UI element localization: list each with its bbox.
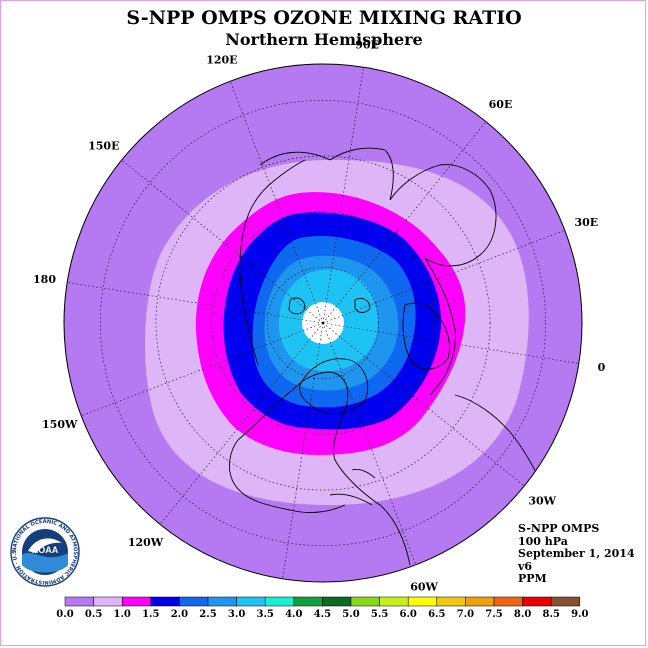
latitude-circle <box>266 266 379 379</box>
longitude-label: 60E <box>489 98 513 111</box>
longitude-label: 90E <box>355 39 379 52</box>
meridian-line <box>322 229 565 324</box>
meridian-line <box>81 322 324 417</box>
latitude-circle <box>155 155 491 491</box>
noaa-logo-text: NOAA <box>32 545 59 555</box>
chart-title: S-NPP OMPS OZONE MIXING RATIO <box>126 7 522 29</box>
longitude-label: 30W <box>528 495 556 508</box>
graticule <box>67 67 579 579</box>
latitude-circle <box>211 211 435 435</box>
info-pressure: 100 hPa <box>518 534 568 548</box>
longitude-label: 90W <box>265 596 293 609</box>
meridian-line <box>322 67 364 324</box>
longitude-label: 150W <box>42 418 78 431</box>
info-block: S-NPP OMPS 100 hPa September 1, 2014 v6 … <box>518 522 635 586</box>
meridian-line <box>229 81 324 324</box>
longitude-label: 150E <box>88 140 119 153</box>
coastlines <box>228 147 546 566</box>
longitude-label: 120E <box>206 54 237 67</box>
meridian-line <box>322 322 579 364</box>
info-units: PPM <box>518 572 547 585</box>
info-version: v6 <box>518 559 533 573</box>
longitude-label: 60W <box>410 580 438 593</box>
coast-asia-east <box>239 159 306 366</box>
noaa-logo: NATIONAL OCEANIC AND ATMOSPHERIC ADMINIS… <box>10 517 80 587</box>
meridian-line <box>322 322 417 565</box>
latitude-circle <box>100 100 546 546</box>
info-date: September 1, 2014 <box>518 547 635 560</box>
chart-subtitle: Northern Hemisphere <box>225 30 423 49</box>
coast-europe <box>402 302 451 370</box>
longitude-label: 180 <box>33 273 56 286</box>
longitude-label: 120W <box>128 536 164 549</box>
longitude-label: 0 <box>598 361 606 374</box>
longitude-label: 30E <box>574 216 598 229</box>
meridian-line <box>282 322 324 579</box>
coast-eurasia <box>259 147 497 396</box>
coast-caribbean <box>329 469 376 506</box>
info-instrument: S-NPP OMPS <box>518 522 600 535</box>
coast-arctic-islands <box>288 297 371 315</box>
meridian-line <box>67 282 324 324</box>
coast-greenland <box>299 358 369 414</box>
